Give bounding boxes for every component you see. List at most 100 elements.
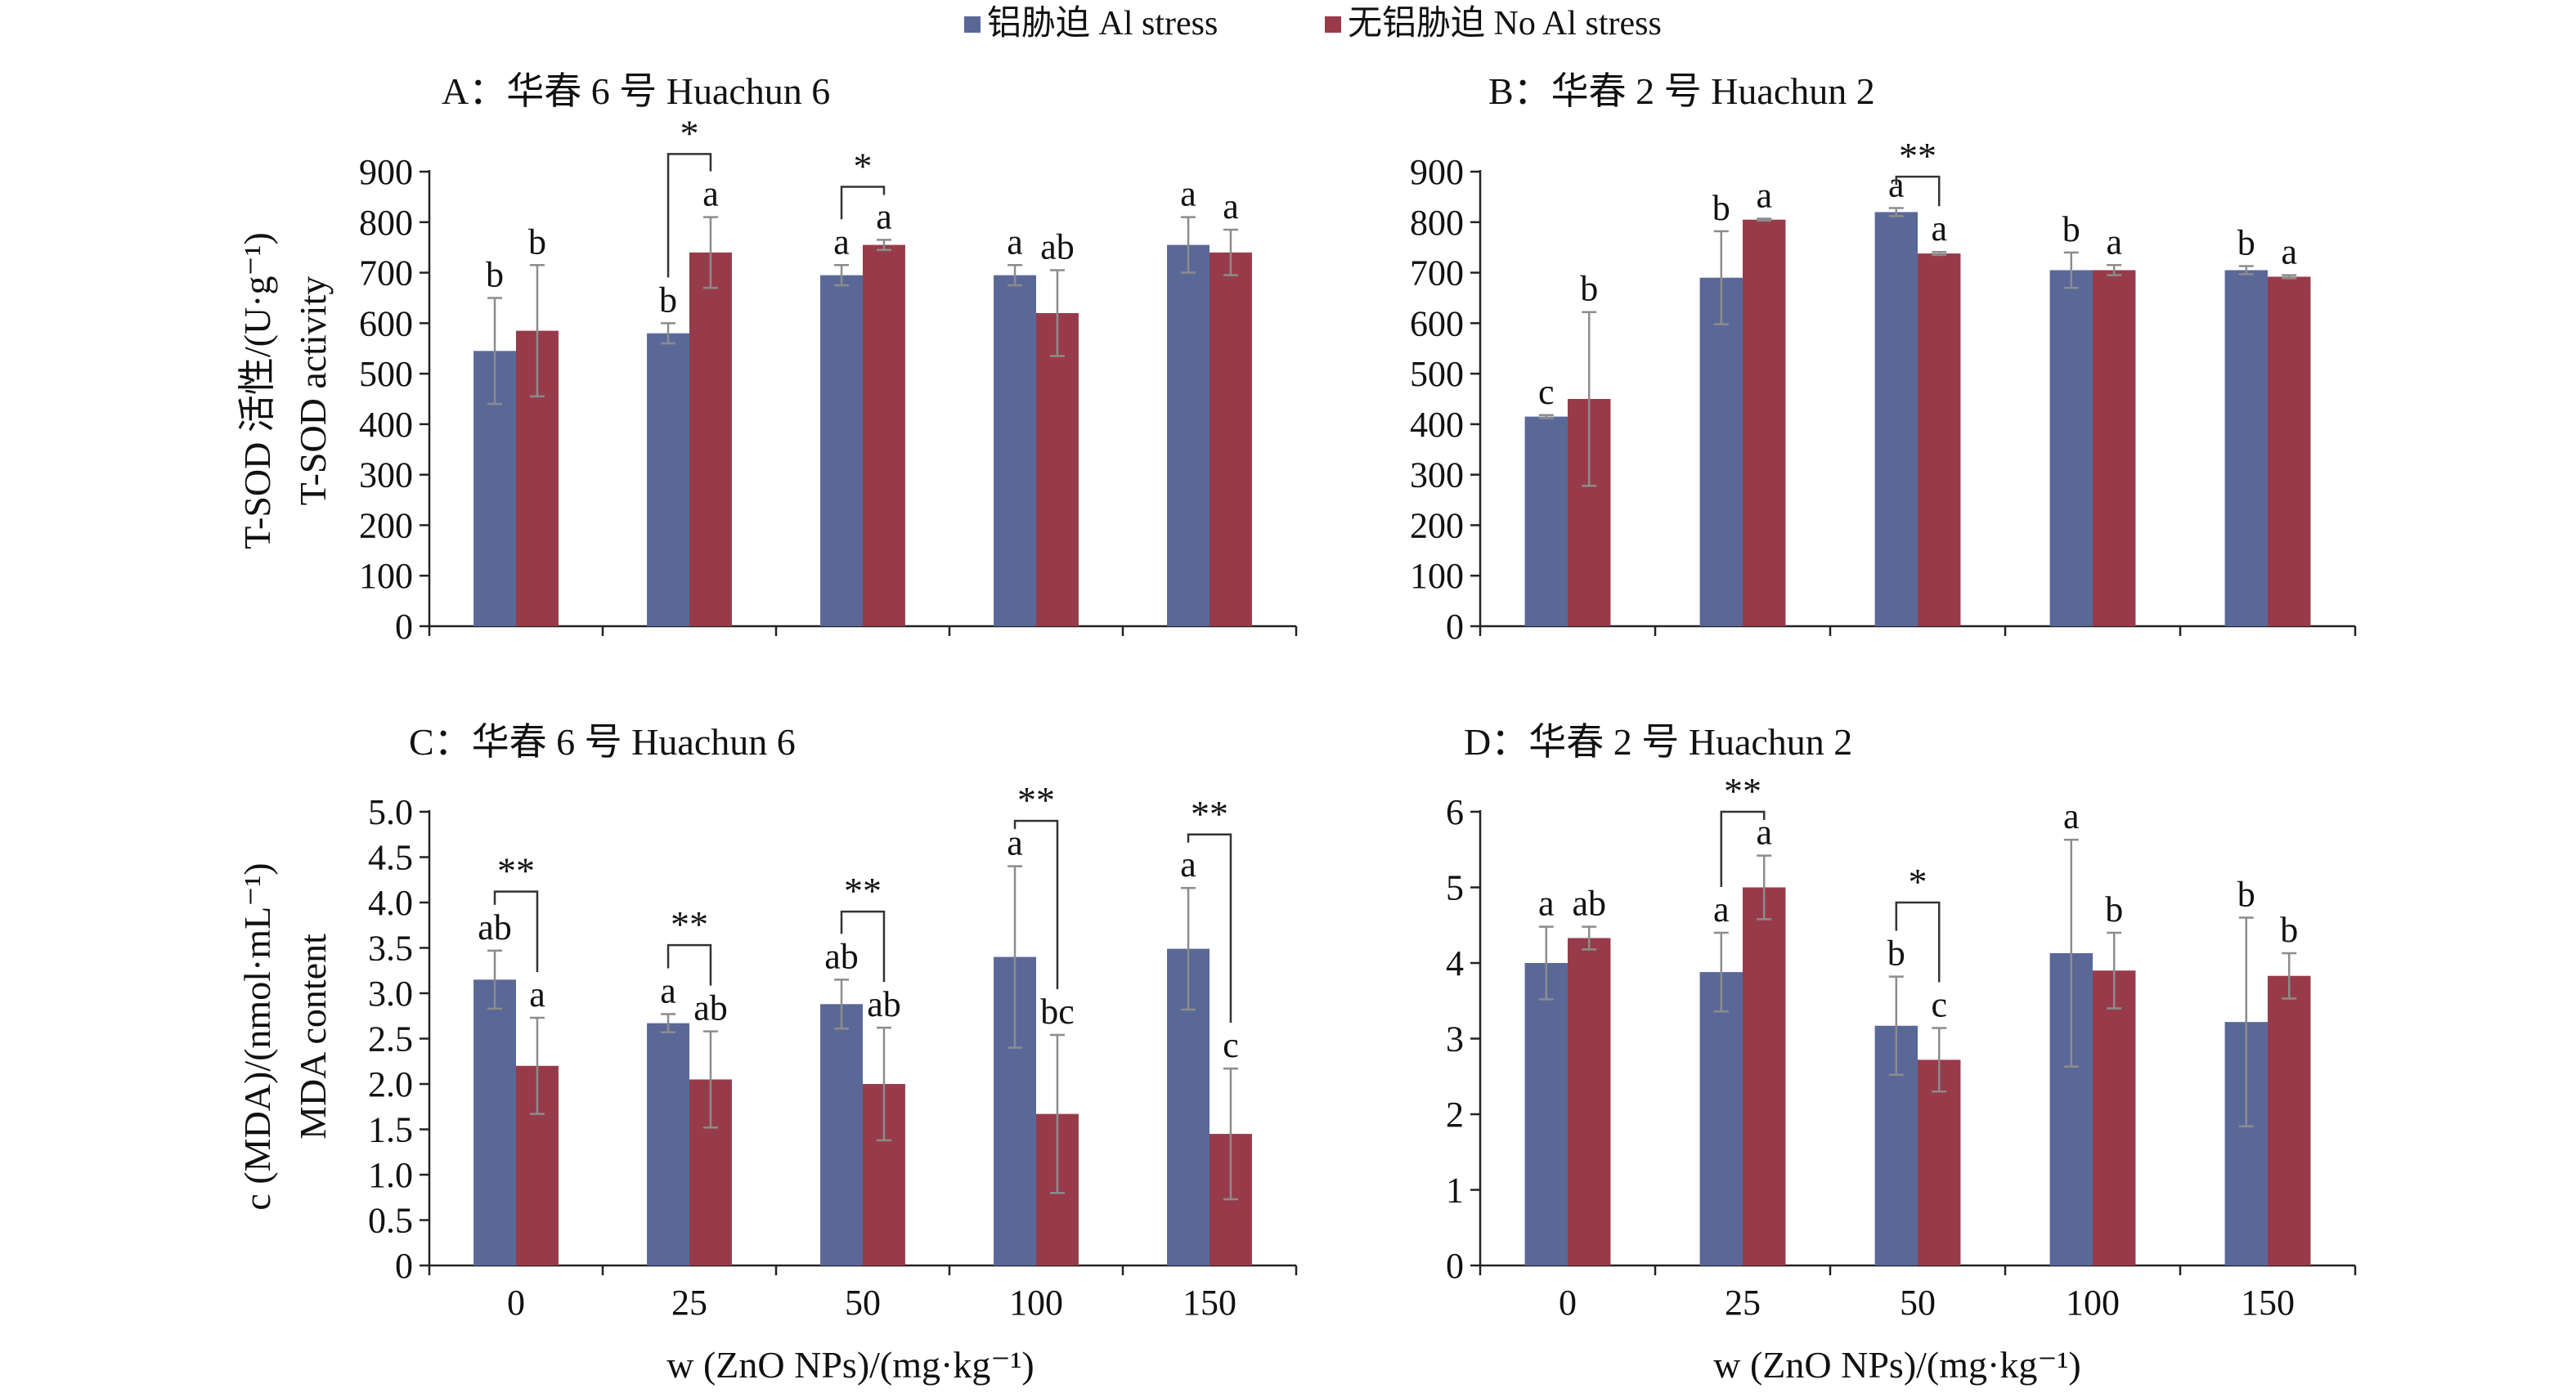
panel-a-bar [1167, 244, 1209, 626]
panel-a-significance-bracket [666, 153, 712, 278]
panel-d-letter-label: c [1931, 985, 1947, 1025]
panel-a-ylabel-cn: T-SOD 活性/(U·g⁻¹) [236, 232, 278, 549]
panel-a-ytick-label: 0 [395, 607, 413, 647]
legend-label-al-stress: 铝胁迫 Al stress [987, 5, 1218, 43]
panel-a-letter-label: b [659, 280, 677, 320]
panel-c-ytick-label: 3.0 [368, 974, 413, 1014]
panel-d-bar [2268, 975, 2311, 1265]
panel-c-significance-bracket [493, 890, 539, 972]
panel-c-letter-label: a [1007, 823, 1023, 863]
legend: 铝胁迫 Al stress 无铝胁迫 No Al stress [964, 5, 1662, 43]
panel-a-ytick-label: 700 [359, 253, 413, 293]
panel-a-ytick-label: 200 [359, 505, 413, 545]
panel-d-xtick-label: 100 [2066, 1283, 2120, 1323]
panel-b-ytick-label: 300 [1410, 455, 1464, 495]
panel-c-bar [647, 1023, 689, 1265]
panel-c-significance-label: ** [1191, 793, 1228, 835]
panel-a-letter-label: a [833, 222, 850, 262]
panel-d-significance-bracket [1720, 810, 1766, 887]
panel-c-significance-bracket [1013, 819, 1059, 990]
panel-d-bar [1743, 887, 1786, 1265]
panel-d-xlabel: w (ZnO NPs)/(mg·kg⁻¹) [1713, 1344, 2080, 1386]
legend-label-no-al-stress: 无铝胁迫 No Al stress [1348, 5, 1662, 43]
panel-c-ytick-label: 0 [395, 1246, 413, 1286]
panel-c-letter-label: bc [1040, 992, 1075, 1032]
panel-c-xlabel: w (ZnO NPs)/(mg·kg⁻¹) [666, 1344, 1034, 1386]
panel-a-significance-label: * [680, 112, 699, 154]
panel-a-ytick-label: 800 [359, 203, 413, 243]
panel-d-letter-label: a [1756, 813, 1772, 853]
panel-a-letter-label: b [528, 222, 546, 262]
panel-c-letter-label: ab [824, 936, 859, 976]
panel-d-bar [1524, 963, 1568, 1265]
panel-b-letter-label: b [2237, 223, 2255, 263]
panel-c-bar [820, 1004, 863, 1265]
panel-a-ytick-label: 900 [359, 152, 413, 192]
panel-d-letter-label: ab [1572, 884, 1606, 924]
panel-c-ytick-label: 5.0 [368, 792, 413, 832]
panel-c-xtick-label: 25 [671, 1283, 707, 1323]
panel-b-bar [1874, 212, 1918, 626]
panel-a-bar [863, 244, 905, 626]
panel-d-letter-label: a [1713, 889, 1730, 929]
panel-a: A：华春 6 号 Huachun 6 T-SOD 活性/(U·g⁻¹) T-SO… [236, 70, 1298, 647]
panel-c-xtick-label: 50 [845, 1283, 881, 1323]
panel-a-bar [689, 252, 732, 626]
panel-c: C：华春 6 号 Huachun 6 c (MDA)/(nmol·mL⁻¹) M… [236, 721, 1298, 1386]
panel-c-xtick-label: 150 [1183, 1283, 1236, 1323]
panel-d-ytick-label: 6 [1446, 792, 1464, 832]
panel-c-letter-label: a [529, 974, 545, 1015]
panel-d-xtick-label: 25 [1725, 1283, 1761, 1323]
panel-c-xtick-label: 100 [1009, 1283, 1063, 1323]
panel-d-bar [1699, 972, 1743, 1265]
panel-b-significance-bracket [1895, 175, 1941, 207]
panel-b-bar [2268, 276, 2311, 626]
panel-a-title: A：华春 6 号 Huachun 6 [442, 70, 830, 112]
panel-c-significance-label: ** [1017, 779, 1055, 821]
panel-a-letter-label: a [1007, 222, 1023, 262]
panel-b-ytick-label: 600 [1410, 303, 1464, 343]
panel-b-ytick-label: 0 [1446, 607, 1464, 647]
panel-a-letter-label: b [486, 254, 504, 294]
panel-a-ylabel-en: T-SOD activity [292, 276, 334, 506]
panel-b-significance-label: ** [1899, 135, 1936, 177]
panel-b-letter-label: b [2062, 209, 2080, 249]
panel-d-significance-label: ** [1724, 770, 1761, 812]
panel-a-ytick-label: 500 [359, 354, 413, 394]
panel-d-letter-label: b [2280, 910, 2298, 950]
panel-d-bar [1918, 1059, 1961, 1265]
panel-a-bar [1209, 252, 1252, 626]
panel-b-bar [1918, 253, 1961, 626]
panel-d-bar [2093, 970, 2136, 1265]
panel-d-title: D：华春 2 号 Huachun 2 [1464, 721, 1852, 763]
panel-d-significance-label: * [1909, 861, 1928, 903]
panel-a-letter-label: ab [1040, 226, 1075, 267]
panel-b-letter-label: a [1931, 208, 1947, 249]
panel-a-significance-label: * [854, 146, 873, 187]
panel-d-xtick-label: 50 [1900, 1283, 1936, 1323]
panel-d-xtick-label: 0 [1559, 1283, 1577, 1323]
panel-a-ytick-label: 300 [359, 455, 413, 495]
panel-d-letter-label: a [2063, 796, 2080, 836]
panel-b-letter-label: b [1580, 269, 1598, 309]
panel-b-ytick-label: 400 [1410, 405, 1464, 445]
panel-b-letter-label: a [2281, 232, 2297, 272]
panel-b-bar [1743, 219, 1786, 626]
panel-b-ytick-label: 800 [1410, 203, 1464, 243]
panel-b-bar [2093, 270, 2136, 626]
panel-b-bar [1524, 416, 1568, 626]
panel-c-title: C：华春 6 号 Huachun 6 [409, 721, 796, 763]
panel-d-ytick-label: 4 [1446, 943, 1464, 983]
panel-b-ytick-label: 700 [1410, 253, 1464, 293]
panel-c-ytick-label: 2.5 [368, 1019, 413, 1059]
panel-a-bar [1036, 312, 1079, 626]
panel-c-ytick-label: 4.5 [368, 838, 413, 878]
panel-c-significance-label: ** [844, 870, 882, 911]
panel-a-significance-bracket [840, 186, 886, 220]
panel-c-ytick-label: 2.0 [368, 1064, 413, 1104]
panel-c-significance-bracket [666, 943, 712, 986]
panel-c-ytick-label: 1.5 [368, 1110, 413, 1150]
